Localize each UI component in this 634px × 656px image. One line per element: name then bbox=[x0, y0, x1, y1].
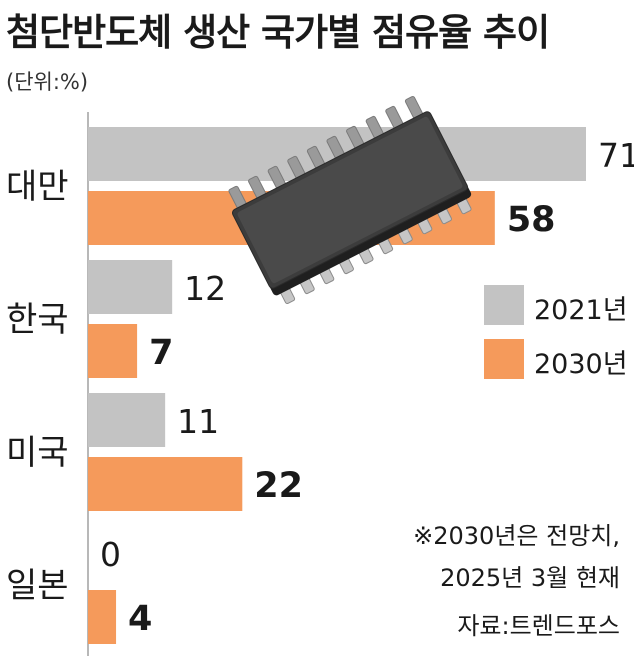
chart-title: 첨단반도체 생산 국가별 점유율 추이 bbox=[6, 11, 550, 54]
unit-label: (단위:%) bbox=[6, 70, 89, 94]
data-label: 12 bbox=[184, 269, 226, 308]
data-label: 22 bbox=[254, 466, 303, 506]
bar-2030 bbox=[88, 590, 117, 644]
legend-label-2021: 2021년 bbox=[534, 295, 628, 326]
data-label: 0 bbox=[100, 535, 121, 574]
forecast-note: ※2030년은 전망치, bbox=[413, 522, 620, 550]
legend-label-2030: 2030년 bbox=[534, 349, 628, 380]
data-label: 11 bbox=[177, 402, 219, 441]
category-label: 미국 bbox=[6, 433, 69, 473]
category-label: 한국 bbox=[6, 300, 69, 340]
legend-swatch-2021 bbox=[484, 285, 524, 325]
data-label: 7 bbox=[149, 333, 173, 373]
bar-2021 bbox=[88, 393, 166, 447]
category-label: 일본 bbox=[6, 566, 69, 606]
bar-2030 bbox=[88, 457, 243, 511]
date-note: 2025년 3월 현재 bbox=[440, 564, 620, 592]
bar-2030 bbox=[88, 324, 138, 378]
source-label: 자료:트렌드포스 bbox=[457, 612, 620, 640]
data-label: 4 bbox=[128, 599, 152, 639]
category-label: 대만 bbox=[6, 167, 69, 207]
chip-illustration bbox=[228, 95, 472, 305]
data-label: 58 bbox=[507, 200, 556, 240]
legend-swatch-2030 bbox=[484, 339, 524, 379]
data-label: 71 bbox=[598, 136, 634, 175]
bar-2021 bbox=[88, 260, 173, 314]
